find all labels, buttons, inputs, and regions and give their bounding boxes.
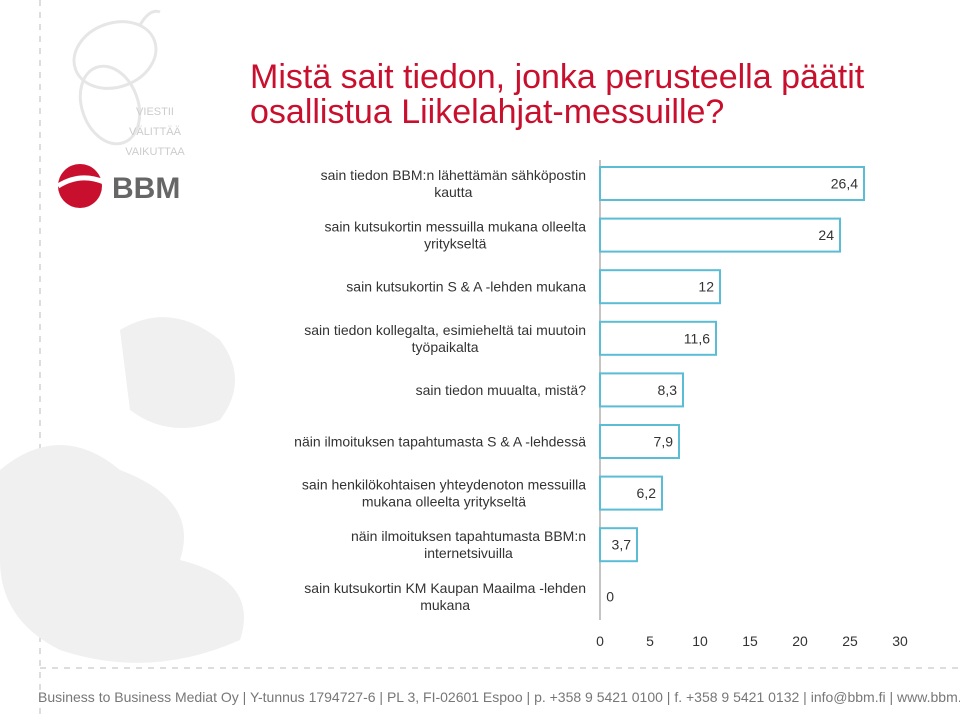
category-label: näin ilmoituksen tapahtumasta BBM:n inter… xyxy=(351,528,586,561)
value-label: 12 xyxy=(698,279,714,295)
bar xyxy=(599,424,680,459)
bar xyxy=(599,475,663,511)
value-label: 26,4 xyxy=(831,176,858,192)
separator: | xyxy=(799,689,810,705)
footer-item: Business to Business Mediat Oy xyxy=(38,689,239,705)
value-label: 24 xyxy=(818,227,834,243)
category-line: sain kutsukortin S & A -lehden mukana xyxy=(346,279,586,295)
category-line: mukana xyxy=(420,597,470,613)
category-line: sain tiedon BBM:n lähettämän sähköpostin xyxy=(321,167,586,183)
bar xyxy=(599,217,841,253)
separator: | xyxy=(239,689,250,705)
leaf-decoration xyxy=(0,317,244,663)
category-label: sain tiedon BBM:n lähettämän sähköpostin… xyxy=(321,167,586,200)
separator: | xyxy=(376,689,387,705)
footer-item: f. +358 9 5421 0132 xyxy=(674,689,799,705)
category-line: näin ilmoituksen tapahtumasta S & A -leh… xyxy=(294,434,586,450)
separator: | xyxy=(663,689,674,705)
x-tick-label: 20 xyxy=(792,633,808,649)
x-tick-label: 10 xyxy=(692,633,708,649)
logo-mark xyxy=(58,164,102,208)
x-tick-label: 15 xyxy=(742,633,758,649)
category-line: yritykseltä xyxy=(424,236,486,252)
category-label: sain kutsukortin messuilla mukana olleel… xyxy=(325,219,587,252)
tagline-word: VÄLITTÄÄ xyxy=(129,126,182,138)
category-label: sain kutsukortin KM Kaupan Maailma -lehd… xyxy=(304,580,586,613)
category-line: kautta xyxy=(434,184,472,200)
bar xyxy=(599,269,721,305)
x-tick-label: 0 xyxy=(596,633,604,649)
category-label: sain tiedon muualta, mistä? xyxy=(416,382,587,398)
value-label: 6,2 xyxy=(637,485,657,501)
value-label: 0 xyxy=(606,588,614,604)
category-label: sain tiedon kollegalta, esimieheltä tai … xyxy=(304,322,586,355)
bar xyxy=(599,320,717,356)
category-line: sain tiedon kollegalta, esimieheltä tai … xyxy=(304,322,586,338)
value-label: 8,3 xyxy=(658,382,678,398)
bar xyxy=(599,527,638,563)
category-label: sain kutsukortin S & A -lehden mukana xyxy=(346,279,586,295)
logo: BBM xyxy=(112,172,180,205)
title: Mistä sait tiedon, jonka perusteella pää… xyxy=(250,58,865,131)
logo-mark xyxy=(56,175,105,189)
footer: Business to Business Mediat Oy | Y-tunnu… xyxy=(38,689,960,705)
separator: | xyxy=(886,689,897,705)
value-label: 11,6 xyxy=(684,330,710,346)
chart: 0 5 10 15 20 25 30 26,4 sain tiedon BBM:n lähett… xyxy=(294,160,908,649)
footer-item: Y-tunnus 1794727-6 xyxy=(250,689,376,705)
category-line: internetsivuilla xyxy=(424,545,513,561)
footer-item: www.bbm.fi xyxy=(896,689,960,705)
category-line: mukana olleelta yritykseltä xyxy=(362,494,526,510)
bar xyxy=(599,372,684,408)
x-tick-label: 30 xyxy=(892,633,908,649)
x-tick-label: 25 xyxy=(842,633,858,649)
category-label: sain henkilökohtaisen yhteydenoton messu… xyxy=(302,477,586,510)
footer-item: p. +358 9 5421 0100 xyxy=(534,689,663,705)
category-line: sain henkilökohtaisen yhteydenoton messu… xyxy=(302,477,586,493)
footer-item: info@bbm.fi xyxy=(811,689,886,705)
title-line: osallistua Liikelahjat-messuille? xyxy=(250,93,724,131)
x-tick-label: 5 xyxy=(646,633,654,649)
category-line: työpaikalta xyxy=(412,339,479,355)
category-label: näin ilmoituksen tapahtumasta S & A -leh… xyxy=(294,434,586,450)
tagline-word: VIESTII xyxy=(136,106,174,118)
category-line: sain kutsukortin KM Kaupan Maailma -lehd… xyxy=(304,580,586,596)
tagline: VIESTII VÄLITTÄÄ VAIKUTTAA xyxy=(125,106,185,158)
value-label: 3,7 xyxy=(612,537,632,553)
tagline-word: VAIKUTTAA xyxy=(125,146,185,158)
category-line: sain tiedon muualta, mistä? xyxy=(416,382,587,398)
acorn-decoration xyxy=(72,9,161,146)
value-label: 7,9 xyxy=(654,434,674,450)
category-line: sain kutsukortin messuilla mukana olleel… xyxy=(325,219,587,235)
bar xyxy=(599,166,865,201)
category-line: näin ilmoituksen tapahtumasta BBM:n xyxy=(351,528,586,544)
separator: | xyxy=(523,689,534,705)
footer-item: PL 3, FI-02601 Espoo xyxy=(387,689,523,705)
title-line: Mistä sait tiedon, jonka perusteella pää… xyxy=(250,58,865,96)
